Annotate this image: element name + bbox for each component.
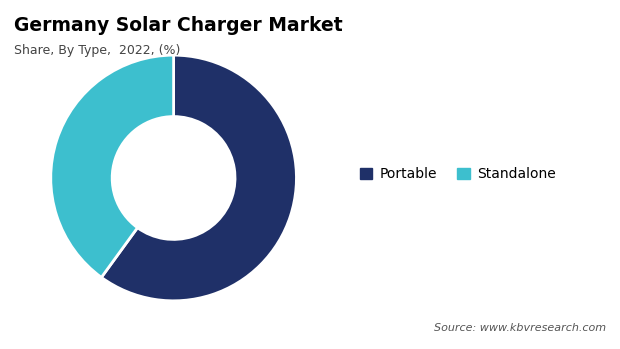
Text: Share, By Type,  2022, (%): Share, By Type, 2022, (%)	[14, 44, 180, 57]
Legend: Portable, Standalone: Portable, Standalone	[354, 162, 561, 187]
Text: Source: www.kbvresearch.com: Source: www.kbvresearch.com	[434, 323, 606, 333]
Wedge shape	[51, 55, 174, 277]
Wedge shape	[102, 55, 296, 301]
Text: Germany Solar Charger Market: Germany Solar Charger Market	[14, 16, 342, 35]
